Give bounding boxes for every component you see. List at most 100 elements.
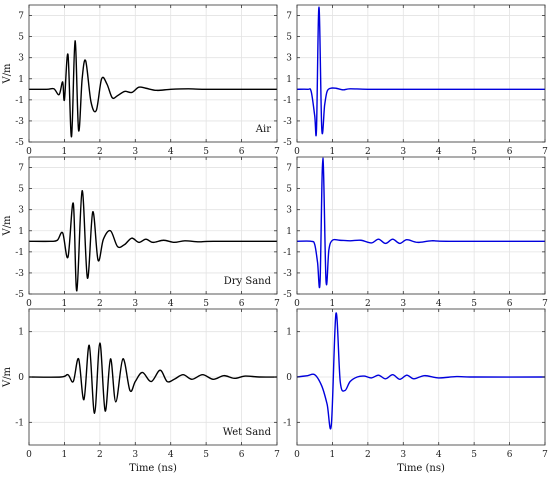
series-line	[29, 342, 277, 414]
x-tick-label: 3	[132, 299, 138, 309]
x-tick-label: 0	[26, 450, 32, 460]
x-tick-label: 6	[239, 299, 245, 309]
x-tick-label: 1	[62, 299, 68, 309]
x-axis-label: Time (ns)	[397, 463, 445, 474]
x-tick-label: 6	[239, 450, 245, 460]
x-tick-label: 1	[62, 147, 68, 157]
y-tick-label: 1	[286, 75, 292, 85]
y-tick-label: 0	[286, 373, 292, 383]
x-tick-label: 2	[97, 450, 103, 460]
panel-label: Air	[255, 124, 271, 135]
y-tick-label: -3	[283, 269, 292, 279]
y-tick-label: 7	[18, 164, 24, 174]
y-tick-label: 3	[286, 206, 292, 216]
axes-frame	[296, 156, 546, 295]
x-tick-label: 3	[132, 450, 138, 460]
y-tick-label: -1	[15, 418, 24, 428]
x-tick-label: 6	[239, 147, 245, 157]
x-tick-label: 5	[471, 450, 477, 460]
x-tick-label: 6	[507, 299, 513, 309]
x-tick-label: 5	[203, 299, 209, 309]
x-tick-label: 0	[294, 299, 300, 309]
x-tick-label: 4	[168, 147, 174, 157]
y-tick-label: 1	[18, 75, 24, 85]
panel-bottom-right: -1 0 1 0 1 2 3 4 5 6 7 Time (ns)	[283, 308, 548, 474]
panel-label: Wet Sand	[223, 427, 272, 438]
y-tick-label: -1	[283, 418, 292, 428]
series-line	[297, 157, 545, 289]
y-tick-label: 1	[286, 328, 292, 338]
panel-middle-left: -5 -3 -1 1 3 5 7 0 1 2 3 4 5 6 7 V/m Dry Sand	[2, 156, 280, 309]
x-tick-label: 7	[542, 299, 548, 309]
x-tick-label: 7	[274, 450, 280, 460]
y-tick-label: -5	[283, 138, 292, 148]
x-tick-label: 7	[274, 299, 280, 309]
x-tick-label: 5	[471, 147, 477, 157]
x-tick-label: 0	[26, 147, 32, 157]
y-tick-label: -3	[15, 117, 24, 127]
x-tick-label: 2	[365, 299, 371, 309]
y-tick-label: 3	[286, 54, 292, 64]
series-line	[29, 40, 277, 138]
x-tick-label: 7	[274, 147, 280, 157]
x-tick-label: 0	[294, 450, 300, 460]
y-tick-label: 5	[18, 185, 24, 195]
y-tick-label: -5	[283, 290, 292, 300]
x-tick-label: 0	[26, 299, 32, 309]
y-axis-label: V/m	[2, 366, 13, 388]
x-tick-label: 1	[62, 450, 68, 460]
y-tick-label: 0	[18, 373, 24, 383]
y-tick-label: -5	[15, 290, 24, 300]
x-tick-label: 3	[400, 450, 406, 460]
y-tick-label: 1	[18, 227, 24, 237]
panel-top-right: -5 -3 -1 1 3 5 7 0 1 2 3 4 5 6 7	[283, 4, 548, 157]
x-tick-label: 0	[294, 147, 300, 157]
y-tick-label: -5	[15, 138, 24, 148]
x-tick-label: 5	[471, 299, 477, 309]
series-line	[297, 6, 545, 137]
x-tick-label: 5	[203, 450, 209, 460]
plot-area	[29, 157, 277, 294]
x-tick-label: 2	[365, 147, 371, 157]
y-tick-label: -1	[283, 96, 292, 106]
y-tick-label: 5	[286, 185, 292, 195]
x-tick-label: 2	[365, 450, 371, 460]
y-tick-label: 1	[18, 328, 24, 338]
y-tick-label: -3	[15, 269, 24, 279]
x-tick-label: 1	[330, 299, 336, 309]
y-tick-label: 1	[286, 227, 292, 237]
x-tick-label: 2	[97, 147, 103, 157]
x-tick-label: 3	[400, 147, 406, 157]
x-tick-label: 3	[132, 147, 138, 157]
panel-label: Dry Sand	[224, 276, 272, 287]
x-tick-label: 4	[168, 299, 174, 309]
x-tick-label: 1	[330, 147, 336, 157]
y-tick-label: 7	[286, 164, 292, 174]
x-tick-label: 4	[436, 450, 442, 460]
x-tick-label: 5	[203, 147, 209, 157]
panel-bottom-left: -1 0 1 0 1 2 3 4 5 6 7 V/m Time (ns) Wet Sand	[2, 308, 280, 474]
y-axis-label: V/m	[2, 215, 13, 237]
x-tick-label: 1	[330, 450, 336, 460]
plot-area	[297, 157, 545, 294]
y-tick-label: 7	[18, 12, 24, 22]
axes-frame	[28, 4, 278, 143]
y-tick-label: -1	[283, 248, 292, 258]
y-tick-label: 7	[286, 12, 292, 22]
y-tick-label: -3	[283, 117, 292, 127]
axes-frame	[296, 4, 546, 143]
y-axis-label: V/m	[2, 63, 13, 85]
y-tick-label: 3	[18, 54, 24, 64]
series-line	[29, 190, 277, 292]
plot-area	[297, 5, 545, 142]
y-tick-label: -1	[15, 96, 24, 106]
x-tick-label: 2	[97, 299, 103, 309]
x-axis-label: Time (ns)	[129, 463, 177, 474]
panel-middle-right: -5 -3 -1 1 3 5 7 0 1 2 3 4 5 6 7	[283, 156, 548, 309]
x-tick-label: 6	[507, 450, 513, 460]
y-tick-label: 5	[18, 33, 24, 43]
series-line	[297, 312, 545, 430]
x-tick-label: 7	[542, 147, 548, 157]
y-tick-label: -1	[15, 248, 24, 258]
